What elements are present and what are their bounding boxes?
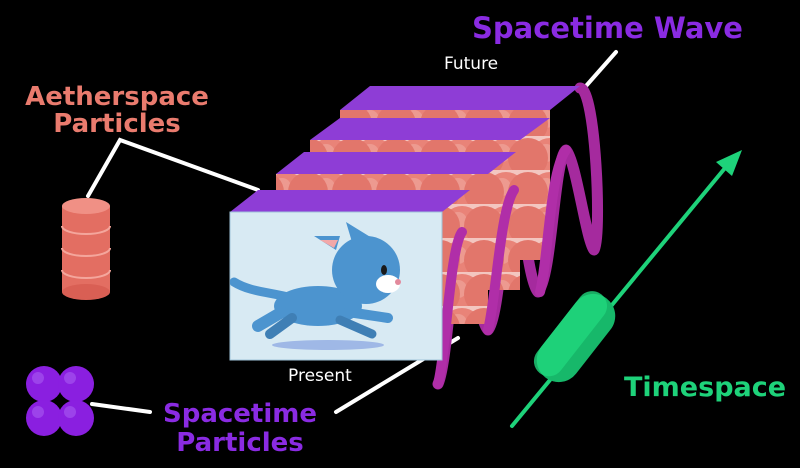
- future-label: Future: [444, 54, 499, 74]
- aetherspace-particles-label: Aetherspace Particles: [12, 84, 222, 138]
- spacetime-particles-label-line-1: Spacetime: [163, 399, 317, 429]
- cylinder-stack-icon: [61, 198, 111, 300]
- capsule-icon: [533, 291, 616, 383]
- aether-connector-line: [86, 137, 260, 198]
- timespace-label: Timespace: [624, 372, 787, 403]
- present-label: Present: [288, 366, 352, 386]
- aetherspace-label-line-1: Aetherspace: [25, 82, 209, 112]
- spacetime-wave-label: Spacetime Wave: [472, 11, 743, 45]
- spacetime-particles-label: Spacetime Particles: [150, 400, 330, 458]
- arrow-up-right-icon: [510, 150, 742, 428]
- present-frame: [229, 211, 443, 361]
- time-frame-1-top: [230, 190, 470, 212]
- cluster-connector-line: [90, 402, 152, 414]
- spacetime-particles-label-line-2: Particles: [176, 428, 304, 458]
- four-sphere-cluster-icon: [26, 366, 94, 436]
- spacetime-wave-front: [433, 145, 571, 389]
- aetherspace-label-line-2: Particles: [53, 109, 181, 139]
- connector-lines: [86, 50, 618, 414]
- wave-connector-line: [584, 50, 618, 88]
- running-cat-icon: [230, 222, 401, 350]
